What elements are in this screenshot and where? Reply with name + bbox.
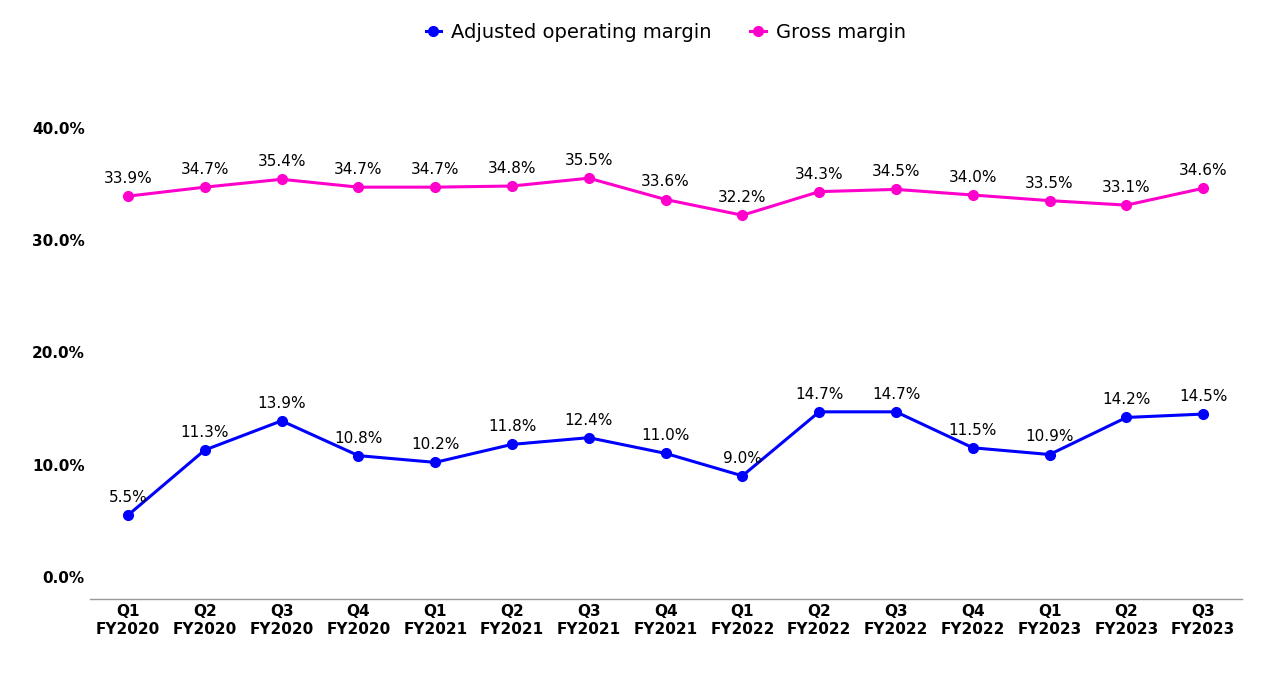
Adjusted operating margin	[888, 408, 904, 416]
Text: 34.6%: 34.6%	[1179, 163, 1228, 178]
Text: 14.2%: 14.2%	[1102, 392, 1151, 407]
Text: 10.8%: 10.8%	[334, 431, 383, 446]
Gross margin	[735, 211, 750, 219]
Text: 35.5%: 35.5%	[564, 153, 613, 168]
Text: 10.9%: 10.9%	[1025, 429, 1074, 444]
Text: 33.6%: 33.6%	[641, 174, 690, 189]
Text: 11.8%: 11.8%	[488, 420, 536, 434]
Text: 9.0%: 9.0%	[723, 451, 762, 466]
Adjusted operating margin	[120, 511, 136, 520]
Line: Gross margin: Gross margin	[123, 174, 1208, 220]
Gross margin	[428, 183, 443, 192]
Text: 33.5%: 33.5%	[1025, 176, 1074, 191]
Adjusted operating margin	[1042, 451, 1057, 459]
Text: 33.1%: 33.1%	[1102, 180, 1151, 195]
Gross margin	[812, 187, 827, 196]
Text: 11.5%: 11.5%	[948, 422, 997, 438]
Gross margin	[1119, 201, 1134, 209]
Text: 32.2%: 32.2%	[718, 190, 767, 205]
Gross margin	[658, 196, 673, 204]
Text: 11.3%: 11.3%	[180, 425, 229, 440]
Legend: Adjusted operating margin, Gross margin: Adjusted operating margin, Gross margin	[417, 15, 914, 50]
Gross margin	[965, 191, 980, 199]
Gross margin	[274, 175, 289, 183]
Gross margin	[351, 183, 366, 192]
Text: 34.0%: 34.0%	[948, 170, 997, 185]
Gross margin	[504, 182, 520, 190]
Gross margin	[1196, 184, 1211, 192]
Text: 10.2%: 10.2%	[411, 438, 460, 452]
Gross margin	[888, 185, 904, 194]
Text: 14.7%: 14.7%	[872, 387, 920, 402]
Text: 5.5%: 5.5%	[109, 490, 147, 505]
Text: 34.7%: 34.7%	[334, 162, 383, 177]
Gross margin	[197, 183, 212, 192]
Text: 34.7%: 34.7%	[180, 162, 229, 177]
Adjusted operating margin	[274, 417, 289, 425]
Adjusted operating margin	[1119, 413, 1134, 422]
Adjusted operating margin	[581, 433, 596, 442]
Text: 11.0%: 11.0%	[641, 429, 690, 443]
Text: 34.8%: 34.8%	[488, 161, 536, 176]
Text: 13.9%: 13.9%	[257, 395, 306, 411]
Text: 34.7%: 34.7%	[411, 162, 460, 177]
Adjusted operating margin	[504, 440, 520, 449]
Gross margin	[581, 174, 596, 183]
Text: 34.5%: 34.5%	[872, 164, 920, 179]
Line: Adjusted operating margin: Adjusted operating margin	[123, 407, 1208, 520]
Adjusted operating margin	[1196, 410, 1211, 418]
Adjusted operating margin	[812, 408, 827, 416]
Adjusted operating margin	[735, 472, 750, 480]
Text: 12.4%: 12.4%	[564, 413, 613, 428]
Text: 14.5%: 14.5%	[1179, 389, 1228, 404]
Adjusted operating margin	[658, 449, 673, 457]
Adjusted operating margin	[428, 458, 443, 466]
Adjusted operating margin	[197, 446, 212, 454]
Adjusted operating margin	[965, 444, 980, 452]
Text: 35.4%: 35.4%	[257, 154, 306, 169]
Adjusted operating margin	[351, 451, 366, 460]
Gross margin	[120, 192, 136, 200]
Text: 33.9%: 33.9%	[104, 171, 152, 186]
Gross margin	[1042, 196, 1057, 205]
Text: 14.7%: 14.7%	[795, 387, 844, 402]
Text: 34.3%: 34.3%	[795, 167, 844, 181]
